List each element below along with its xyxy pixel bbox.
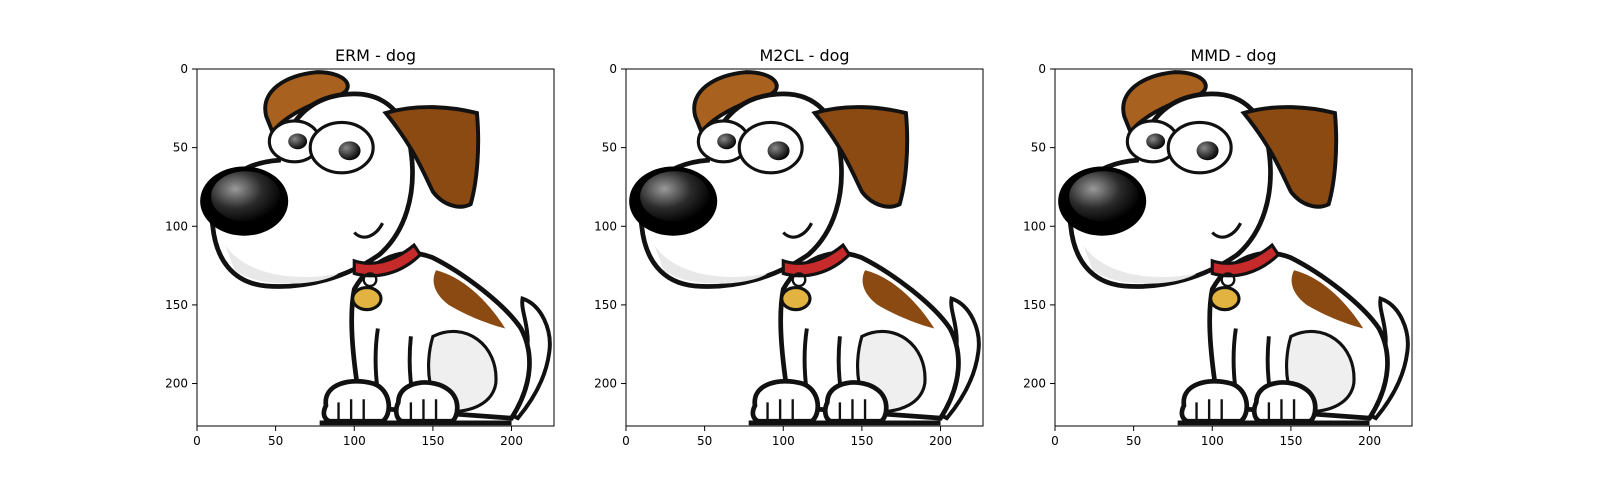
axes-frame bbox=[1054, 68, 1413, 427]
axes-frame bbox=[196, 68, 555, 427]
x-tick-label: 50 bbox=[268, 434, 283, 448]
panel-3: MMD - dog 0 50 100 150 200 0 50 100 150 200 bbox=[1023, 46, 1413, 448]
dog-image bbox=[1055, 69, 1412, 426]
x-tick-label: 50 bbox=[697, 434, 712, 448]
y-tick-label: 100 bbox=[165, 219, 188, 233]
panel-title: M2CL - dog bbox=[759, 46, 849, 65]
y-tick-label: 150 bbox=[165, 298, 188, 312]
x-tick-label: 200 bbox=[929, 434, 952, 448]
y-tick-label: 150 bbox=[594, 298, 617, 312]
y-tick-label: 100 bbox=[1023, 219, 1046, 233]
x-tick-label: 100 bbox=[772, 434, 795, 448]
x-tick-label: 150 bbox=[850, 434, 873, 448]
x-tick-label: 200 bbox=[500, 434, 523, 448]
y-tick-label: 200 bbox=[165, 377, 188, 391]
x-tick-label: 100 bbox=[343, 434, 366, 448]
y-tick-label: 50 bbox=[602, 141, 617, 155]
x-tick-label: 100 bbox=[1201, 434, 1224, 448]
panel-title: ERM - dog bbox=[335, 46, 416, 65]
y-tick-label: 200 bbox=[1023, 377, 1046, 391]
y-tick-label: 150 bbox=[1023, 298, 1046, 312]
panel-1: ERM - dog 0 50 100 150 200 0 50 100 150 200 bbox=[165, 46, 555, 448]
y-tick-label: 0 bbox=[609, 62, 617, 76]
panel-title: MMD - dog bbox=[1191, 46, 1277, 65]
dog-image bbox=[626, 69, 983, 426]
axes-frame bbox=[625, 68, 984, 427]
panel-2: M2CL - dog 0 50 100 150 200 0 50 100 150 200 bbox=[594, 46, 984, 448]
x-tick-label: 50 bbox=[1126, 434, 1141, 448]
x-tick-label: 0 bbox=[1051, 434, 1059, 448]
y-tick-label: 200 bbox=[594, 377, 617, 391]
x-tick-label: 150 bbox=[1279, 434, 1302, 448]
x-tick-label: 0 bbox=[622, 434, 630, 448]
y-tick-label: 50 bbox=[1031, 141, 1046, 155]
dog-image bbox=[197, 69, 554, 426]
y-tick-label: 0 bbox=[1038, 62, 1046, 76]
y-tick-label: 0 bbox=[180, 62, 188, 76]
x-tick-label: 200 bbox=[1358, 434, 1381, 448]
y-tick-label: 50 bbox=[173, 141, 188, 155]
x-tick-label: 150 bbox=[421, 434, 444, 448]
y-tick-label: 100 bbox=[594, 219, 617, 233]
x-tick-label: 0 bbox=[193, 434, 201, 448]
